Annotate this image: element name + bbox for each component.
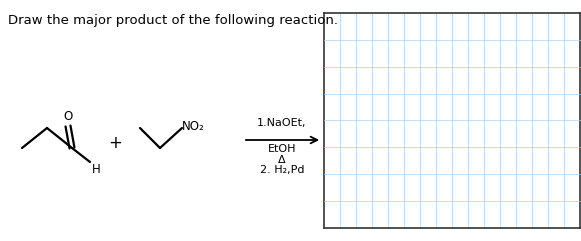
Text: H: H (92, 163, 101, 176)
Text: Δ: Δ (278, 155, 286, 165)
Text: NO₂: NO₂ (182, 120, 205, 134)
Text: O: O (63, 110, 73, 123)
Text: Draw the major product of the following reaction.: Draw the major product of the following … (8, 14, 338, 27)
Text: +: + (108, 134, 122, 152)
Text: EtOH: EtOH (268, 144, 296, 154)
Text: 2. H₂,Pd: 2. H₂,Pd (260, 165, 304, 175)
Text: 1.NaOEt,: 1.NaOEt, (257, 118, 307, 128)
